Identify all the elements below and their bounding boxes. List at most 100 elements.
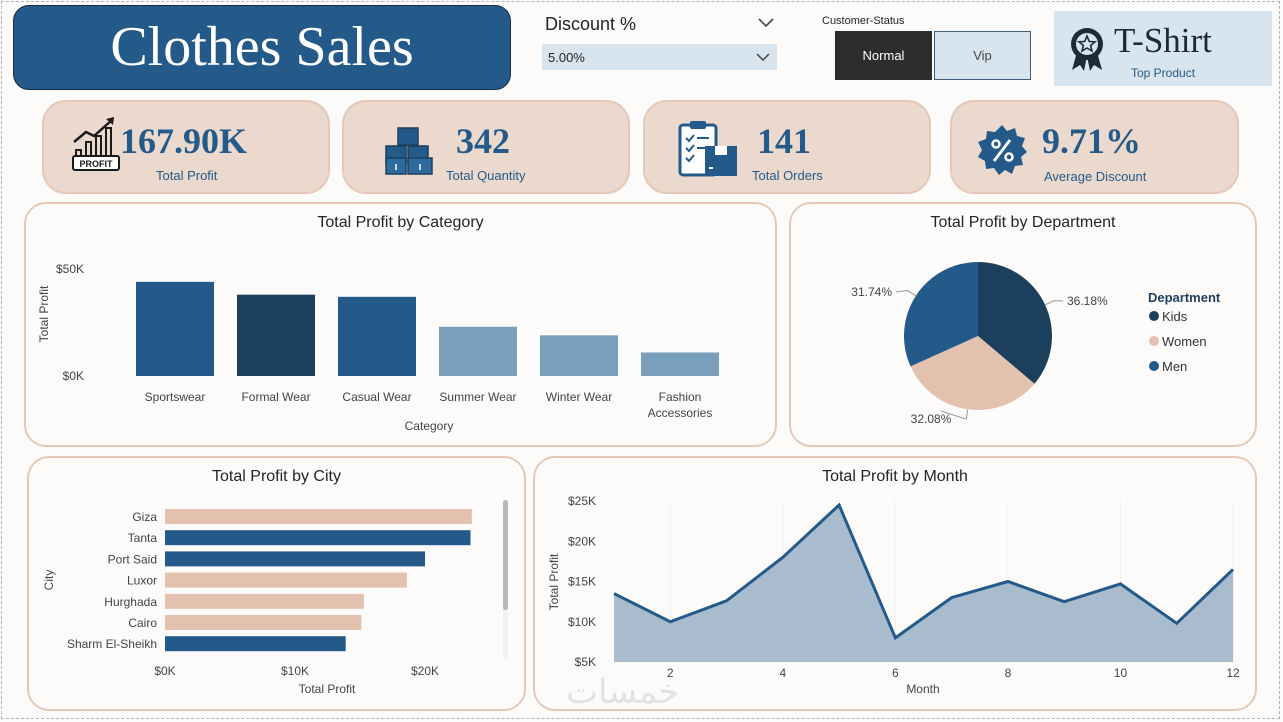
series-line[interactable]: [613, 502, 1235, 641]
y-axis-label: Total Profit: [547, 553, 561, 610]
bar[interactable]: [165, 615, 362, 630]
bar[interactable]: [165, 530, 471, 546]
kpi-value: 141: [757, 121, 811, 161]
bar[interactable]: [165, 572, 407, 588]
y-tick-label: Sharm El-Sheikh: [67, 637, 157, 651]
discount-slicer-title: Discount %: [545, 14, 637, 34]
bar[interactable]: [237, 294, 315, 376]
department-pie-chart: Department 36.18% 32.08% 31.74% Kids Women Me…: [851, 262, 1221, 426]
y-tick-label: $25K: [568, 494, 596, 508]
chart-title: Total Profit by Month: [822, 468, 968, 485]
area-fill: [614, 505, 1233, 662]
x-axis-label: Category: [405, 419, 454, 433]
pie-slice[interactable]: [904, 262, 978, 367]
kpi-label: Total Profit: [156, 168, 218, 183]
city-bar-chart: City Total Profit Giza Tanta Port Said Luxo…: [42, 500, 508, 696]
y-tick-label: Cairo: [128, 616, 157, 630]
y-tick-label: $10K: [568, 615, 596, 629]
legend-item[interactable]: Women: [1162, 334, 1207, 349]
y-tick-label: Hurghada: [104, 595, 157, 609]
legend-marker: [1149, 311, 1159, 321]
x-tick-label: Sportswear: [145, 390, 206, 404]
x-tick-label: 2: [667, 666, 674, 680]
kpi-card-total-profit: PROFIT 167.90K Total Profit: [42, 100, 330, 194]
kpi-value: 167.90K: [120, 121, 248, 161]
y-axis-label: Total Profit: [37, 285, 51, 342]
top-product-value: T-Shirt: [1114, 21, 1212, 60]
x-tick-label: 6: [892, 666, 899, 680]
leader-line: [895, 289, 917, 297]
category-bar-chart: Total Profit Category $50K $0K Sportswear F…: [37, 262, 719, 433]
profit-chart-icon: PROFIT: [72, 117, 120, 171]
customer-status-vip-button[interactable]: Vip: [934, 31, 1031, 80]
data-label: 31.74%: [851, 285, 892, 299]
x-tick-label: Accessories: [648, 406, 713, 420]
page-title: Clothes Sales: [13, 5, 511, 90]
legend-item[interactable]: Kids: [1162, 309, 1188, 324]
bar[interactable]: [338, 296, 416, 376]
bar[interactable]: [540, 335, 618, 376]
pie-slice[interactable]: [910, 336, 1035, 410]
watermark: خمسات: [566, 672, 680, 712]
kpi-label: Average Discount: [1044, 169, 1147, 184]
y-axis-label: City: [42, 570, 56, 591]
x-tick-label: Summer Wear: [439, 390, 516, 404]
legend-marker: [1149, 361, 1159, 371]
customer-status-normal-button[interactable]: Normal: [835, 31, 932, 80]
x-axis-label: Total Profit: [299, 682, 356, 696]
kpi-card-average-discount: 9.71% Average Discount: [950, 100, 1239, 194]
kpi-card-total-orders: 141 Total Orders: [643, 100, 931, 194]
leader-line: [940, 409, 969, 420]
department-chart-card: Total Profit by Department Department 36…: [789, 202, 1257, 447]
y-tick-label: $15K: [568, 575, 596, 589]
x-tick-label: $20K: [411, 664, 439, 678]
chart-title: Total Profit by Department: [930, 214, 1116, 231]
boxes-icon: [385, 127, 433, 175]
pie-slice[interactable]: [978, 262, 1052, 384]
discount-dropdown[interactable]: 5.00%: [542, 44, 777, 70]
bar[interactable]: [165, 509, 472, 524]
x-tick-label: Casual Wear: [342, 390, 411, 404]
kpi-label: Total Quantity: [446, 168, 526, 183]
y-tick-label: Port Said: [108, 552, 157, 566]
x-axis-label: Month: [906, 682, 939, 696]
discount-dropdown-value: 5.00%: [548, 50, 585, 65]
x-tick-label: $10K: [281, 664, 309, 678]
y-tick-label: Luxor: [127, 574, 157, 588]
x-tick-label: 10: [1114, 666, 1128, 680]
x-tick-label: $0K: [154, 664, 175, 678]
bar[interactable]: [165, 636, 346, 652]
chevron-down-icon: [756, 53, 770, 62]
x-tick-label: Formal Wear: [241, 390, 310, 404]
x-tick-label: Fashion: [659, 390, 702, 404]
y-tick-label: $5K: [575, 655, 596, 669]
award-ribbon-icon: [1071, 28, 1103, 71]
bar[interactable]: [641, 352, 719, 376]
x-tick-label: 4: [779, 666, 786, 680]
chart-title: Total Profit by Category: [317, 214, 484, 231]
kpi-card-total-quantity: 342 Total Quantity: [342, 100, 630, 194]
percent-badge-icon: [978, 125, 1027, 175]
y-tick-label: $20K: [568, 534, 596, 548]
bar[interactable]: [165, 551, 425, 567]
y-tick-label: $0K: [63, 369, 84, 383]
x-tick-label: Winter Wear: [546, 390, 612, 404]
x-tick-label: 12: [1226, 666, 1240, 680]
bar[interactable]: [439, 326, 517, 376]
chevron-down-icon[interactable]: [757, 17, 775, 29]
category-chart-card: Total Profit by Category Total Profit Ca…: [24, 202, 777, 447]
y-tick-label: $50K: [56, 262, 84, 276]
legend-item[interactable]: Men: [1162, 359, 1187, 374]
scrollbar-thumb[interactable]: [503, 500, 508, 610]
y-tick-label: Tanta: [128, 531, 158, 545]
kpi-value: 9.71%: [1042, 121, 1141, 161]
leader-line: [1044, 300, 1064, 306]
clipboard-box-icon: [678, 121, 737, 177]
data-label: 32.08%: [911, 412, 952, 426]
bar[interactable]: [136, 281, 214, 376]
city-chart-card: Total Profit by City City Total Profit G…: [27, 456, 526, 711]
x-tick-label: 8: [1005, 666, 1012, 680]
bar[interactable]: [165, 593, 364, 609]
profit-icon-text: PROFIT: [80, 159, 114, 169]
